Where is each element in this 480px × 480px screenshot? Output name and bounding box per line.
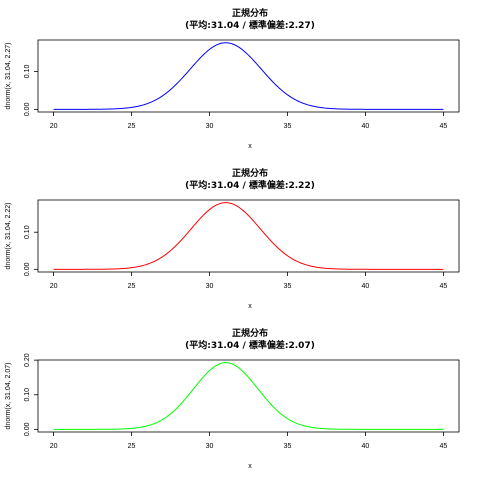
y-tick-label: 0.10 — [24, 388, 31, 402]
x-tick-label: 30 — [206, 443, 214, 450]
x-tick-label: 45 — [440, 283, 448, 290]
plot-frame — [37, 199, 460, 273]
chart-subtitle: (平均:31.04 / 標準偏差:2.27) — [185, 19, 315, 31]
x-tick-label: 35 — [284, 123, 292, 130]
density-curve-series — [53, 42, 444, 110]
chart-title: 正規分布 — [232, 167, 268, 179]
x-tick-label: 45 — [440, 123, 448, 130]
plot-frame — [37, 39, 460, 113]
y-tick-label: 0.20 — [24, 353, 31, 367]
x-tick-label: 25 — [128, 283, 136, 290]
x-tick-label: 40 — [362, 283, 370, 290]
y-axis-label: dnorm(x, 31.04, 2.07) — [5, 363, 12, 430]
chart-title: 正規分布 — [232, 7, 268, 19]
x-tick-label: 30 — [206, 123, 214, 130]
y-tick-label: 0.10 — [24, 225, 31, 239]
plot-frame — [37, 359, 460, 433]
chart-title: 正規分布 — [232, 327, 268, 339]
density-curve-series — [53, 362, 444, 430]
x-tick-label: 25 — [128, 443, 136, 450]
y-tick-label: 0.00 — [24, 102, 31, 116]
y-tick-label: 0.00 — [24, 422, 31, 436]
x-tick-label: 35 — [284, 283, 292, 290]
x-tick-label: 30 — [206, 283, 214, 290]
x-tick-label: 40 — [362, 123, 370, 130]
chart-panel-2: 正規分布(平均:31.04 / 標準偏差:2.22) 20 25 30 35 40 45 0.… — [5, 167, 460, 310]
x-tick-label: 40 — [362, 443, 370, 450]
x-tick-label: 20 — [50, 283, 58, 290]
x-axis-label: x — [248, 463, 252, 470]
y-tick-label: 0.00 — [24, 262, 31, 276]
x-axis-label: x — [248, 143, 252, 150]
y-axis-label: dnorm(x, 31.04, 2.22) — [5, 203, 12, 270]
chart-panel-3: 正規分布(平均:31.04 / 標準偏差:2.07) 20 25 30 35 40 45 0.… — [5, 327, 460, 470]
y-tick-label: 0.10 — [24, 65, 31, 79]
chart-panel-1: 正規分布(平均:31.04 / 標準偏差:2.27) 20 25 30 35 40 45 0.… — [5, 7, 460, 150]
x-tick-label: 25 — [128, 123, 136, 130]
x-tick-label: 20 — [50, 443, 58, 450]
x-tick-label: 35 — [284, 443, 292, 450]
x-tick-label: 20 — [50, 123, 58, 130]
density-curve-series — [53, 202, 444, 270]
chart-subtitle: (平均:31.04 / 標準偏差:2.07) — [185, 339, 315, 351]
x-axis-label: x — [248, 303, 252, 310]
x-tick-label: 45 — [440, 443, 448, 450]
chart-subtitle: (平均:31.04 / 標準偏差:2.22) — [185, 179, 315, 191]
y-axis-label: dnorm(x, 31.04, 2.27) — [5, 43, 12, 110]
